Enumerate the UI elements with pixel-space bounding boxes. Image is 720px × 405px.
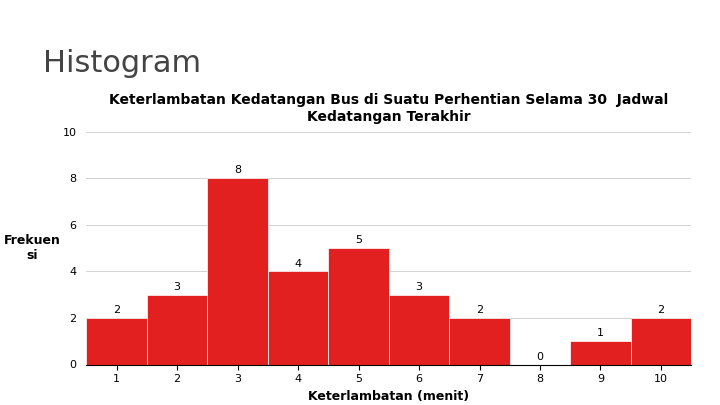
Bar bbox=[207, 178, 268, 364]
Bar bbox=[147, 295, 207, 364]
Text: Histogram: Histogram bbox=[43, 49, 202, 78]
Text: 5: 5 bbox=[355, 235, 362, 245]
Y-axis label: Frekuen
si: Frekuen si bbox=[4, 234, 60, 262]
Text: 15: 15 bbox=[7, 99, 23, 109]
Bar bbox=[86, 318, 147, 364]
Text: 2: 2 bbox=[657, 305, 665, 315]
Text: 8: 8 bbox=[234, 165, 241, 175]
Text: 4: 4 bbox=[294, 258, 302, 269]
Bar bbox=[389, 295, 449, 364]
Bar bbox=[328, 248, 389, 364]
Text: 1: 1 bbox=[597, 328, 604, 339]
X-axis label: Keterlambatan (menit): Keterlambatan (menit) bbox=[308, 390, 469, 403]
Text: 2: 2 bbox=[476, 305, 483, 315]
Bar bbox=[449, 318, 510, 364]
Text: 3: 3 bbox=[174, 282, 181, 292]
Text: 0: 0 bbox=[536, 352, 544, 362]
Title: Keterlambatan Kedatangan Bus di Suatu Perhentian Selama 30  Jadwal
Kedatangan Te: Keterlambatan Kedatangan Bus di Suatu Pe… bbox=[109, 93, 668, 124]
Bar bbox=[570, 341, 631, 364]
Bar bbox=[268, 271, 328, 364]
Text: 2: 2 bbox=[113, 305, 120, 315]
Bar bbox=[631, 318, 691, 364]
Text: 3: 3 bbox=[415, 282, 423, 292]
